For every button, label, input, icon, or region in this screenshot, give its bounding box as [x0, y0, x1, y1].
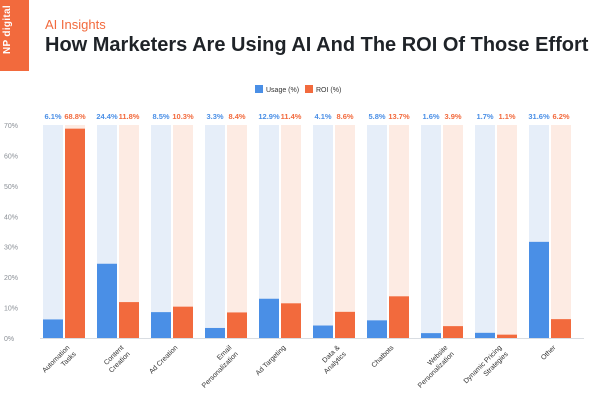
y-tick-label: 10%: [4, 306, 18, 313]
roi-value-label: 1.1%: [498, 112, 515, 121]
chart-kicker: AI Insights: [45, 17, 106, 32]
category-label: Data &Analytics: [317, 344, 348, 375]
usage-bar-background: [475, 125, 495, 338]
roi-value-label: 6.2%: [552, 112, 569, 121]
roi-value-label: 11.4%: [281, 112, 302, 121]
legend-swatch-usage: [255, 85, 263, 93]
usage-value-label: 1.7%: [476, 112, 493, 121]
roi-value-label: 8.4%: [228, 112, 245, 121]
usage-value-label: 4.1%: [314, 112, 331, 121]
category-label-line: Ad Creation: [148, 344, 179, 375]
category-label: AutomationTasks: [41, 344, 78, 381]
roi-bar: [173, 306, 193, 338]
roi-bar: [443, 326, 463, 338]
category-label-line: Chatbots: [371, 344, 396, 369]
y-tick-label: 30%: [4, 245, 18, 252]
roi-bar: [497, 334, 517, 338]
roi-bar: [551, 319, 571, 338]
usage-value-label: 31.6%: [528, 112, 550, 121]
usage-bar-background: [151, 125, 171, 338]
usage-bar: [259, 298, 279, 338]
category-label-line: Other: [540, 344, 558, 362]
legend-swatch-roi: [305, 85, 313, 93]
roi-bar-background: [119, 125, 139, 338]
usage-value-label: 3.3%: [206, 112, 223, 121]
category-label: ContentCreation: [102, 344, 132, 374]
roi-bar: [335, 311, 355, 338]
roi-bar: [227, 312, 247, 338]
roi-bar: [65, 128, 85, 338]
usage-value-label: 5.8%: [368, 112, 385, 121]
usage-bar: [151, 312, 171, 338]
usage-bar-background: [205, 125, 225, 338]
chart-title: How Marketers Are Using AI And The ROI O…: [45, 34, 589, 56]
usage-value-label: 1.6%: [422, 112, 439, 121]
roi-value-label: 3.9%: [444, 112, 461, 121]
roi-value-label: 10.3%: [172, 112, 194, 121]
roi-bar: [281, 303, 301, 338]
category-label: Chatbots: [371, 344, 396, 369]
category-label: EmailPersonalization: [195, 344, 240, 389]
y-tick-label: 0%: [4, 336, 14, 343]
legend-label-roi: ROI (%): [316, 87, 341, 94]
usage-bar: [367, 320, 387, 338]
usage-bar-background: [313, 125, 333, 338]
y-tick-label: 60%: [4, 153, 18, 160]
roi-bar-background: [173, 125, 193, 338]
usage-bar-background: [259, 125, 279, 338]
roi-value-label: 8.6%: [336, 112, 353, 121]
usage-bar: [97, 263, 117, 338]
roi-value-label: 68.8%: [64, 112, 86, 121]
roi-value-label: 13.7%: [388, 112, 410, 121]
usage-bar: [421, 333, 441, 338]
usage-bar: [313, 325, 333, 338]
category-label: Ad Creation: [148, 344, 179, 375]
roi-bar-background: [389, 125, 409, 338]
usage-value-label: 24.4%: [96, 112, 118, 121]
usage-value-label: 6.1%: [44, 112, 61, 121]
roi-bar: [119, 302, 139, 338]
usage-value-label: 8.5%: [152, 112, 169, 121]
roi-bar-background: [335, 125, 355, 338]
category-label-line: Ad Targeting: [255, 344, 288, 377]
roi-value-label: 11.8%: [119, 112, 140, 121]
roi-bar-background: [281, 125, 301, 338]
roi-bar-background: [227, 125, 247, 338]
legend-label-usage: Usage (%): [266, 87, 299, 94]
category-label: Other: [540, 344, 558, 362]
usage-bar: [43, 319, 63, 338]
roi-bar: [389, 296, 409, 338]
y-tick-label: 40%: [4, 214, 18, 221]
roi-bar-background: [497, 125, 517, 338]
roi-bar-background: [443, 125, 463, 338]
category-label: Ad Targeting: [255, 344, 288, 377]
usage-bar-background: [367, 125, 387, 338]
category-label: WebsitePersonalization: [411, 344, 456, 389]
brand-logo: NP digital: [0, 0, 29, 71]
usage-bar: [475, 332, 495, 338]
y-tick-label: 50%: [4, 184, 18, 191]
usage-bar-background: [421, 125, 441, 338]
y-tick-label: 20%: [4, 275, 18, 282]
usage-bar: [529, 241, 549, 338]
category-label: Dynamic PricingStrategies: [463, 344, 510, 391]
roi-bar-background: [551, 125, 571, 338]
y-tick-label: 70%: [4, 123, 18, 130]
usage-value-label: 12.9%: [258, 112, 280, 121]
usage-bar-background: [43, 125, 63, 338]
usage-bar: [205, 327, 225, 338]
